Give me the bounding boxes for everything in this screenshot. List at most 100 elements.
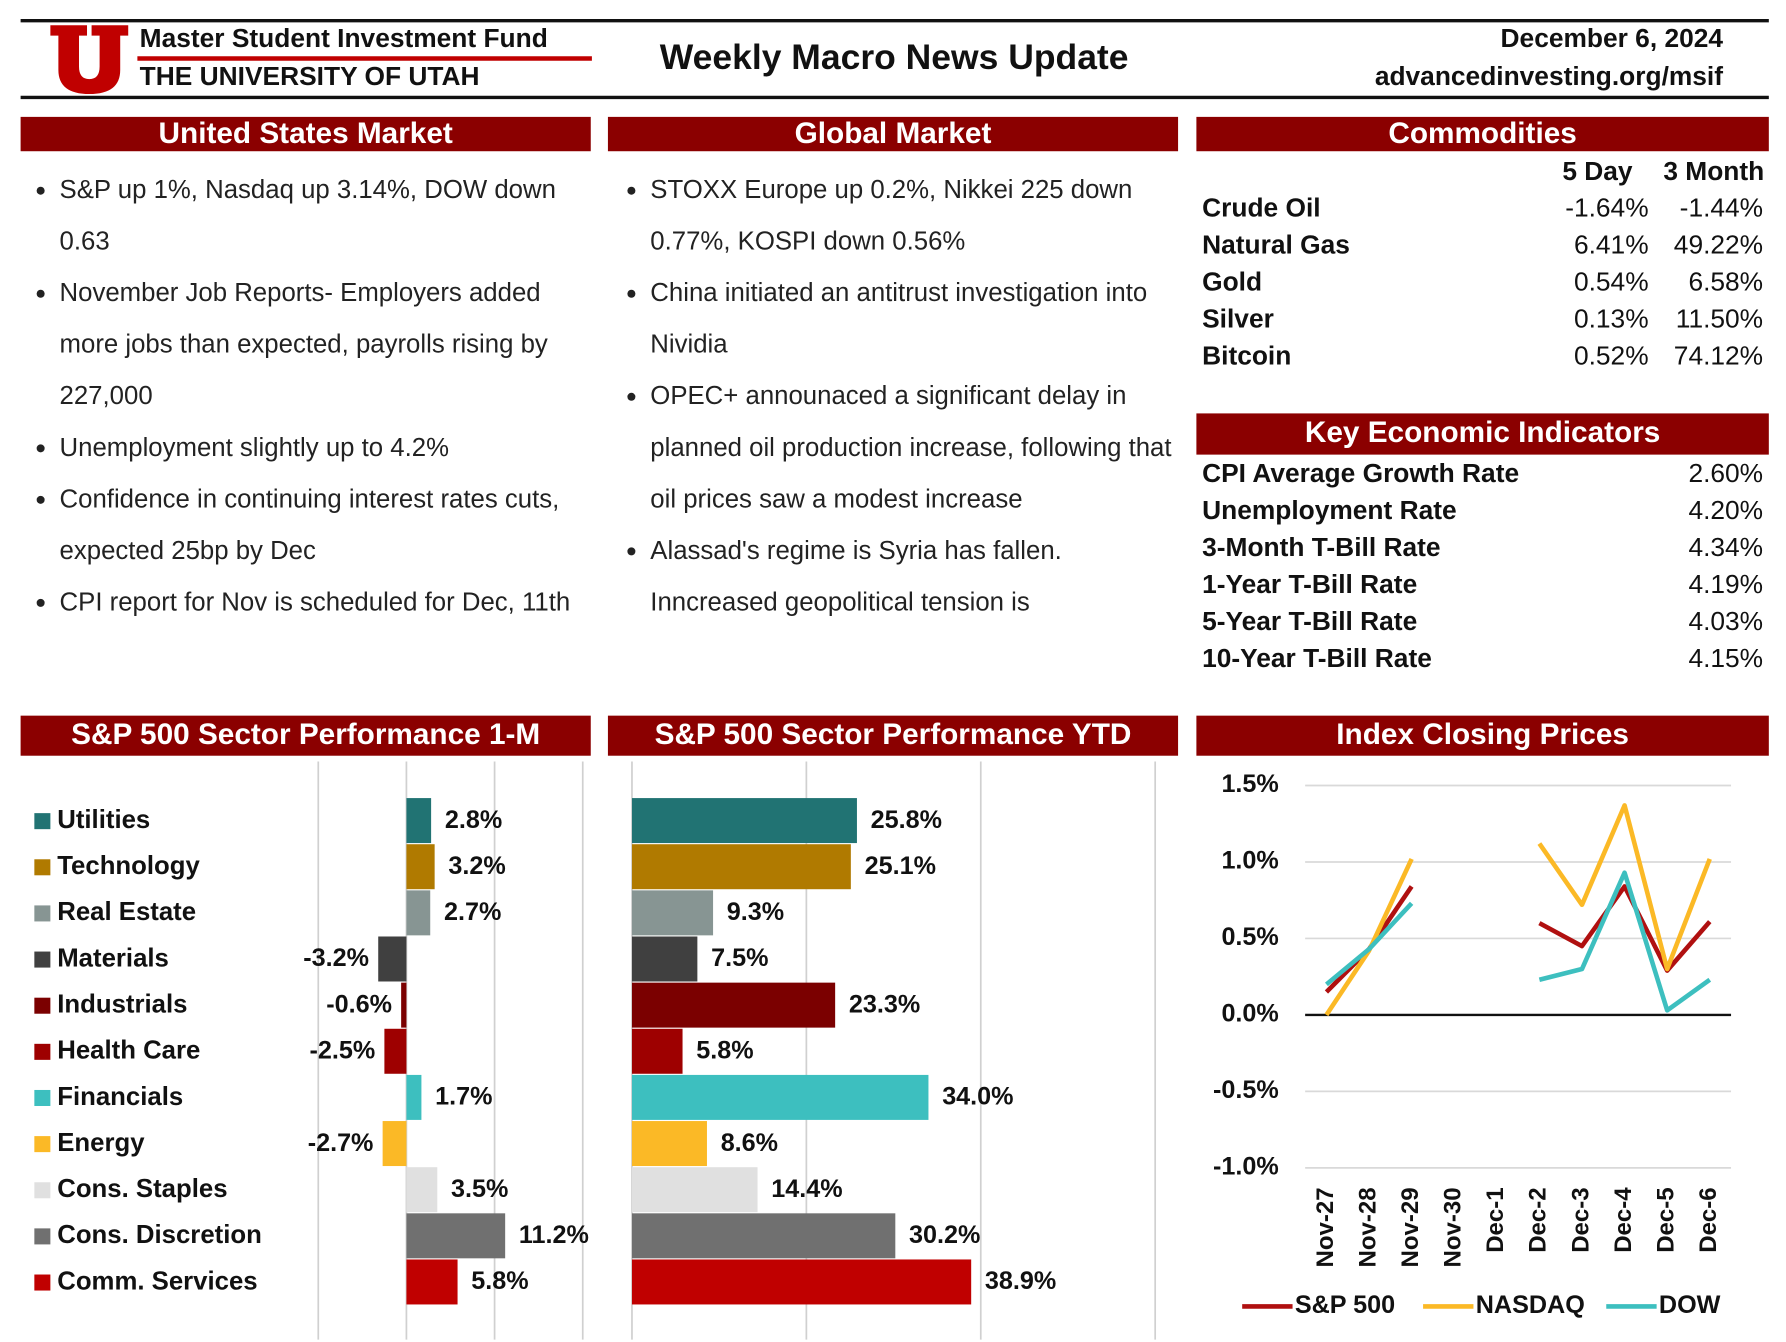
bar [631,890,714,936]
legend-swatch [34,1089,51,1106]
legend-swatch [34,859,51,876]
x-tick-label: Dec-3 [1567,1187,1594,1252]
bar [406,798,432,844]
bar [631,982,836,1028]
bar [631,1259,972,1305]
bullet: Unemployment slightly up to 4.2% [60,421,594,473]
cell: 4.34% [1688,532,1763,562]
legend-swatch [34,997,51,1014]
series-line [1324,803,1712,1017]
bullet: November Job Reports- Employers added mo… [60,267,594,422]
cell: 74.12% [1674,340,1763,370]
column-header: 5 Day [1562,156,1633,186]
x-tick-label: Dec-6 [1695,1187,1722,1252]
section-header [1196,413,1769,455]
section-header [607,715,1179,756]
row-label: Bitcoin [1202,340,1291,370]
cell: -1.64% [1565,193,1648,223]
cell: 2.60% [1688,458,1763,488]
data-label: 11.2% [519,1221,589,1249]
bullet-list: S&P up 1%, Nasdaq up 3.14%, DOW down 0.6… [21,164,593,628]
legend-swatch [34,905,51,922]
cell: 49.22% [1674,230,1763,260]
column-header: 3 Month [1663,156,1764,186]
bar [631,844,851,890]
data-label: 14.4% [771,1175,842,1203]
legend-swatch [34,1228,51,1245]
data-label: -2.7% [308,1129,374,1157]
section-header [1196,116,1769,152]
data-label: 3.5% [451,1175,508,1203]
category-label: Comm. Services [57,1267,257,1295]
bar [631,1028,683,1074]
legend-swatch [34,1182,51,1199]
legend-label: S&P 500 [1295,1291,1395,1319]
series-line [1324,870,1712,1013]
row-label: Silver [1202,304,1274,334]
bar [406,1167,438,1213]
bar [406,1074,422,1120]
bullet: China initiated an antitrust investigati… [650,267,1178,370]
cell: 4.15% [1688,643,1763,673]
data-label: 9.3% [727,898,784,926]
data-label: 5.8% [696,1036,753,1064]
category-label: Cons. Staples [57,1175,227,1203]
x-tick-label: Nov-30 [1440,1187,1467,1267]
bar [384,1028,407,1074]
y-tick-label: 0.5% [1221,923,1278,951]
row-label: Natural Gas [1202,230,1350,260]
data-label: 38.9% [985,1267,1056,1295]
org-name: Master Student Investment Fund [140,23,548,53]
data-label: 23.3% [849,990,920,1018]
bullet: Alassad's regime is Syria has fallen. In… [650,524,1178,627]
x-tick-label: Dec-1 [1482,1187,1509,1252]
y-tick-label: 1.5% [1221,770,1278,798]
section-title: Global Market [795,117,992,150]
bar [631,1213,896,1259]
category-label: Real Estate [57,898,196,926]
row-label: CPI Average Growth Rate [1202,458,1519,488]
data-label: 7.5% [711,944,768,972]
cell: 6.41% [1574,230,1649,260]
tables: 5 Day 3 Month Crude Oil -1.64% -1.44% Natural… [1202,156,1764,673]
legend-label: NASDAQ [1476,1291,1585,1319]
section-title: Key Economic Indicators [1305,416,1660,449]
cell: 0.54% [1574,267,1649,297]
section-header [1196,715,1769,756]
bar [406,844,435,890]
bar [631,1121,707,1167]
row-label: 10-Year T-Bill Rate [1202,643,1432,673]
x-tick-label: Dec-2 [1525,1187,1552,1252]
data-label: 2.8% [445,806,502,834]
bullet: OPEC+ announaced a significant delay in … [650,370,1178,525]
cell: -1.44% [1680,193,1763,223]
legend-swatch [34,813,51,830]
bullet: Confidence in continuing interest rates … [60,473,594,576]
bar [631,798,857,844]
data-label: 34.0% [942,1083,1013,1111]
legend-swatch [34,1136,51,1153]
chart-title: S&P 500 Sector Performance YTD [655,718,1132,751]
x-tick-label: Nov-29 [1397,1187,1424,1267]
row-label: 5-Year T-Bill Rate [1202,606,1417,636]
page-title: Weekly Macro News Update [660,37,1129,77]
data-label: -2.5% [309,1036,375,1064]
y-tick-label: 1.0% [1221,847,1278,875]
x-tick-label: Nov-28 [1354,1187,1381,1267]
bar [631,1167,758,1213]
bar [631,936,698,982]
section-header [607,116,1179,152]
data-label: 25.1% [865,852,936,880]
legend-swatch [34,1043,51,1060]
data-label: -3.2% [303,944,369,972]
data-label: 5.8% [471,1267,528,1295]
cell: 4.03% [1688,606,1763,636]
charts: 2.8% Utilities 3.2% Technology 2.7% Real Esta… [34,761,1732,1340]
legend-swatch [34,1274,51,1291]
data-label: 30.2% [909,1221,980,1249]
category-label: Financials [57,1083,183,1111]
section-title: Commodities [1388,117,1576,150]
bullet: CPI report for Nov is scheduled for Dec,… [60,576,594,628]
